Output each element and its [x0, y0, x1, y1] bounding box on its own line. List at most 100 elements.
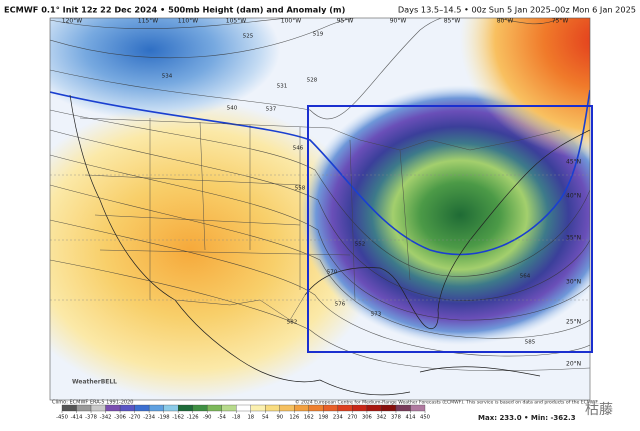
lon-label: 75°W — [552, 18, 569, 25]
anomaly-field — [50, 18, 590, 400]
lon-label: 105°W — [226, 18, 246, 25]
corner-mark: 枯藤 — [585, 402, 613, 418]
contour-label: 552 — [355, 242, 366, 248]
colorbar-bin — [323, 404, 339, 412]
colorbar-bin — [366, 404, 382, 412]
lat-label: 20°N — [566, 361, 581, 368]
contour-label: 558 — [295, 186, 306, 192]
colorbar-bin — [250, 404, 266, 412]
colorbar-bin — [308, 404, 324, 412]
colorbar-tick-label: -126 — [187, 415, 199, 421]
lat-label: 45°N — [566, 159, 581, 166]
lat-label: 30°N — [566, 279, 581, 286]
colorbar-bin — [265, 404, 280, 412]
lat-label: 40°N — [566, 193, 581, 200]
lat-label: 25°N — [566, 319, 581, 326]
colorbar-bin — [236, 404, 251, 412]
colorbar-tick-label: 342 — [376, 415, 386, 421]
colorbar-tick-label: -198 — [158, 415, 170, 421]
colorbar-bin — [294, 404, 309, 412]
map-title: ECMWF 0.1° Init 12z 22 Dec 2024 • 500mb … — [4, 5, 346, 15]
highlight-box — [307, 105, 593, 353]
colorbar-bin — [279, 404, 295, 412]
colorbar-tick-label: 162 — [304, 415, 314, 421]
warm-anomaly — [50, 100, 380, 400]
lat-label: 35°N — [566, 235, 581, 242]
lon-label: 95°W — [337, 18, 354, 25]
colorbar-tick-label: 90 — [276, 415, 283, 421]
trough-anomaly — [300, 85, 590, 345]
height-contours — [50, 18, 590, 371]
watermark: WeatherBELL — [72, 379, 117, 386]
colorbar-bin — [119, 404, 135, 412]
lon-label: 80°W — [497, 18, 514, 25]
contour-label: 576 — [335, 302, 346, 308]
colorbar-tick-label: -90 — [203, 415, 211, 421]
lon-label: 110°W — [178, 18, 198, 25]
colorbar-tick-label: 414 — [406, 415, 417, 421]
colorbar-bin — [178, 404, 193, 412]
map-frame — [49, 17, 591, 401]
contour-label: 573 — [371, 312, 382, 318]
colorbar-tick-label: 54 — [262, 415, 269, 421]
copyright: © 2024 European Centre for Medium-Range … — [295, 399, 599, 406]
colorbar-tick-label: 270 — [347, 415, 357, 421]
lon-label: 85°W — [444, 18, 461, 25]
graticule — [50, 174, 590, 301]
colorbar-bin — [76, 404, 92, 412]
colorbar-tick-label: -378 — [85, 415, 97, 421]
colorbar-tick-label: -270 — [129, 415, 141, 421]
colorbar-tick-label: 126 — [289, 415, 299, 421]
colorbar-tick-label: 198 — [318, 415, 328, 421]
highlight-contour — [50, 89, 590, 256]
colorbar-tick-label: -414 — [71, 415, 83, 421]
colorbar-bin — [163, 404, 179, 412]
colorbar-bin — [352, 404, 368, 412]
lon-label: 115°W — [138, 18, 158, 25]
colorbar-tick-label: -342 — [100, 415, 112, 421]
contour-label: 531 — [277, 84, 288, 90]
contour-label: 534 — [162, 74, 173, 80]
contour-label: 570 — [327, 270, 338, 276]
colorbar-bin — [148, 404, 164, 412]
contour-label: 528 — [307, 78, 318, 84]
colorbar-tick-label: 450 — [420, 415, 430, 421]
extremes: Max: 233.0 • Min: -362.3 — [478, 414, 576, 422]
colorbar-bin — [192, 404, 208, 412]
colorbar-bin — [134, 404, 150, 412]
contour-label: 540 — [227, 106, 238, 112]
colorbar-bin — [61, 404, 77, 412]
colorbar-tick-label: 378 — [391, 415, 401, 421]
climo-note: Climo: ECMWF ERA-5 1991-2020 — [52, 400, 133, 406]
contour-label: 525 — [243, 34, 254, 40]
colorbar-bin — [381, 404, 397, 412]
colorbar-bin — [337, 404, 353, 412]
colorbar-tick-label: 306 — [362, 415, 372, 421]
colorbar-tick-label: -54 — [217, 415, 226, 421]
contour-label: 585 — [525, 340, 536, 346]
colorbar-tick-label: -234 — [143, 415, 155, 421]
lon-label: 100°W — [281, 18, 301, 25]
colorbar-tick-label: 18 — [247, 415, 254, 421]
colorbar-bin — [410, 404, 426, 412]
colorbar-bin — [105, 404, 121, 412]
colorbar-tick-label: -18 — [232, 415, 240, 421]
coastlines — [69, 94, 590, 396]
colorbar-bin — [90, 404, 106, 412]
lon-label: 90°W — [390, 18, 407, 25]
contour-label: 564 — [520, 274, 531, 280]
valid-time: Days 13.5–14.5 • 00z Sun 5 Jan 2025–00z … — [398, 5, 636, 15]
colorbar-bin — [221, 404, 237, 412]
ridge-anomaly — [460, 18, 590, 160]
colorbar-tick-label: -450 — [56, 415, 68, 421]
contour-label: 537 — [266, 107, 277, 113]
lon-label: 120°W — [62, 18, 82, 25]
colorbar-bin — [395, 404, 411, 412]
colorbar-tick-label: -306 — [114, 415, 126, 421]
contour-label: 546 — [293, 146, 304, 152]
colorbar-bin — [207, 404, 222, 412]
colorbar-tick-label: 234 — [333, 415, 344, 421]
contour-label: 519 — [313, 32, 324, 38]
